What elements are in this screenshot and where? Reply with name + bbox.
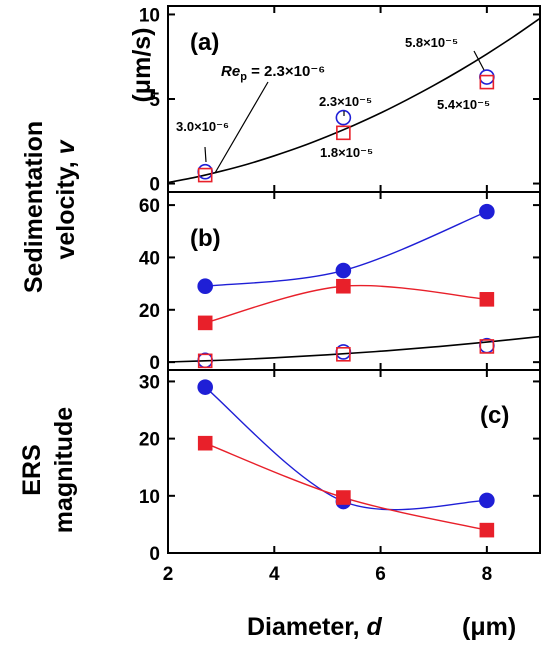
y-axis-title-top: Sedimentation velocity, v (μm/s) — [20, 27, 156, 293]
annotation-leader-rep — [214, 81, 269, 174]
annotation-leader-3e-6 — [204, 146, 207, 163]
panel-a-curves — [168, 17, 540, 184]
y-tick-label-a-0: 0 — [149, 175, 160, 196]
panel-a-markers — [197, 69, 495, 183]
data-point-c-circle-filled-0 — [197, 379, 213, 395]
y-tick-label-c-30: 30 — [139, 372, 160, 393]
panel-b-tag: (b) — [190, 225, 221, 252]
data-point-a-circle-open-2 — [479, 69, 495, 85]
data-point-a-square-open-1 — [336, 125, 351, 141]
y-tick-label-a-10: 10 — [139, 5, 160, 26]
y-tick-label-b-40: 40 — [139, 248, 160, 269]
data-point-b-square-filled-0 — [197, 315, 213, 331]
x-tick-label-2: 2 — [163, 564, 174, 585]
series-line-a-2 — [168, 17, 540, 184]
y-axis-title-top-line2: velocity, v — [52, 138, 80, 259]
data-point-a-square-open-2 — [479, 74, 495, 90]
y-tick-label-c-10: 10 — [139, 487, 160, 508]
x-axis-title: Diameter, d — [247, 613, 383, 641]
y-axis-title-bottom-line2: magnitude — [50, 407, 78, 533]
y-axis-title-bottom-line1: ERS — [18, 444, 46, 495]
data-point-b-square-open-1 — [336, 346, 351, 362]
y-tick-label-c-20: 20 — [139, 430, 160, 451]
data-point-c-square-filled-2 — [479, 522, 495, 538]
panel-b-markers — [197, 203, 495, 369]
data-point-c-square-filled-0 — [197, 435, 213, 451]
data-point-a-square-open-0 — [197, 167, 213, 183]
annotation-3e-6: 3.0×10⁻⁶ — [176, 119, 229, 134]
series-fit-c-1 — [204, 442, 488, 531]
data-point-a-circle-open-1 — [335, 109, 352, 126]
data-point-b-circle-open-2 — [479, 337, 495, 354]
panel-a-tag: (a) — [190, 29, 219, 56]
data-point-a-circle-open-0 — [197, 163, 213, 180]
y-tick-label-b-20: 20 — [139, 301, 160, 322]
panel-c-markers — [197, 379, 495, 538]
series-line-b-4 — [168, 335, 540, 363]
y-axis-title-top-line1: Sedimentation — [20, 121, 48, 293]
y-axis-title-bottom: ERS magnitude — [18, 407, 78, 533]
annotation-leader-5.8e-5 — [473, 50, 485, 71]
annotation-5.8e-5: 5.8×10⁻⁵ — [405, 35, 458, 50]
data-point-b-circle-filled-0 — [197, 278, 213, 295]
data-point-c-circle-filled-2 — [479, 492, 495, 509]
data-point-b-square-open-0 — [197, 353, 213, 369]
annotation-2.3e-5: 2.3×10⁻⁵ — [319, 94, 372, 109]
panel-c-frame — [167, 369, 541, 554]
rep-label: Rep = 2.3×10⁻⁶ — [221, 63, 325, 83]
panel-a-annotations: 3.0×10⁻⁶ Rep = 2.3×10⁻⁶ 2.3×10⁻⁵ 1.8×10⁻… — [176, 35, 490, 174]
data-point-b-circle-filled-1 — [335, 262, 352, 279]
x-tick-label-6: 6 — [375, 564, 386, 585]
annotation-1.8e-5: 1.8×10⁻⁵ — [320, 145, 373, 160]
y-tick-label-a-5: 5 — [149, 90, 160, 111]
x-axis-unit: (μm) — [462, 613, 516, 641]
data-point-b-circle-filled-2 — [479, 203, 495, 220]
y-axis-title-top-unit: (μm/s) — [128, 27, 156, 102]
y-tick-label-b-0: 0 — [149, 353, 160, 374]
x-tick-label-8: 8 — [482, 564, 493, 585]
data-point-c-square-filled-1 — [336, 490, 351, 505]
panel-c-tag: (c) — [480, 402, 509, 429]
y-tick-label-c-0: 0 — [149, 544, 160, 565]
data-point-b-square-filled-2 — [479, 292, 495, 307]
data-point-b-square-open-2 — [479, 339, 495, 354]
annotation-5.4e-5: 5.4×10⁻⁵ — [437, 97, 490, 112]
data-point-b-square-filled-1 — [336, 278, 351, 294]
x-tick-label-4: 4 — [269, 564, 280, 585]
y-tick-label-b-60: 60 — [139, 196, 160, 217]
